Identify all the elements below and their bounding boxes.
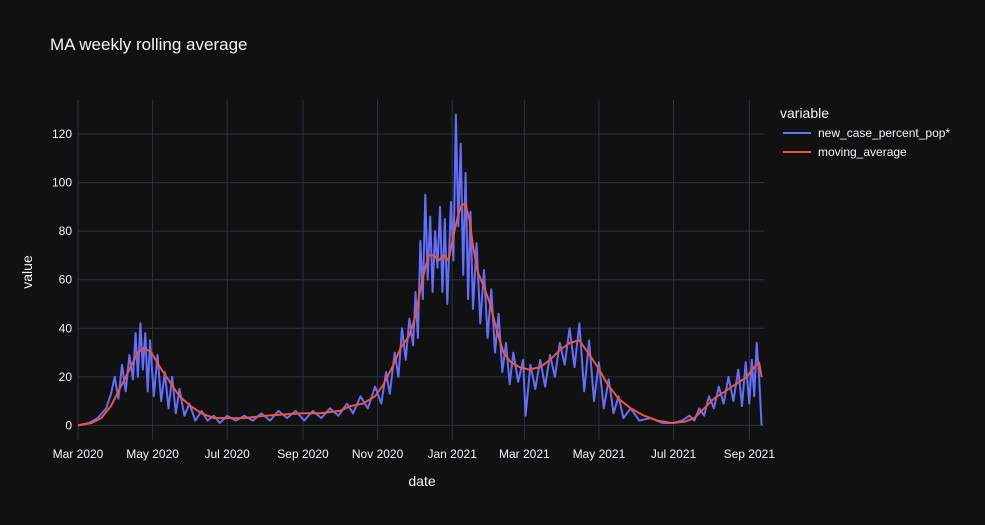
x-tick-label: Jul 2020 (204, 447, 250, 461)
y-tick-label: 80 (59, 224, 73, 238)
x-tick-label: Sep 2021 (724, 447, 776, 461)
y-tick-label: 0 (65, 418, 72, 432)
series-line-0[interactable] (77, 113, 763, 427)
y-tick-label: 40 (59, 321, 73, 335)
x-axis-title: date (408, 473, 435, 489)
x-tick-label: Nov 2020 (352, 447, 404, 461)
chart-title: MA weekly rolling average (50, 35, 247, 54)
legend-label[interactable]: moving_average (818, 145, 907, 159)
y-tick-label: 100 (52, 176, 72, 190)
x-tick-label: Jan 2021 (427, 447, 477, 461)
x-tick-label: Jul 2021 (651, 447, 697, 461)
legend[interactable]: variable new_case_percent_pop* moving_ave… (780, 105, 950, 159)
y-tick-label: 60 (59, 273, 73, 287)
x-tick-label: Mar 2021 (499, 447, 550, 461)
y-axis-title: value (19, 255, 35, 289)
legend-label[interactable]: new_case_percent_pop* (818, 126, 950, 140)
x-tick-label: Sep 2020 (277, 447, 329, 461)
grid (77, 100, 764, 440)
series-line-1[interactable] (77, 203, 763, 427)
y-tick-label: 120 (52, 127, 72, 141)
legend-title: variable (780, 105, 829, 121)
y-tick-label: 20 (59, 370, 73, 384)
legend-items[interactable]: new_case_percent_pop* moving_average (783, 126, 950, 159)
x-tick-label: May 2020 (126, 447, 179, 461)
x-tick-label: Mar 2020 (53, 447, 104, 461)
plot-area[interactable] (77, 113, 763, 427)
axis-ticks: 0 20 40 60 80 100 120 Mar 2020 May 2020 Jul 2020 S… (52, 127, 775, 461)
x-tick-label: May 2021 (573, 447, 626, 461)
